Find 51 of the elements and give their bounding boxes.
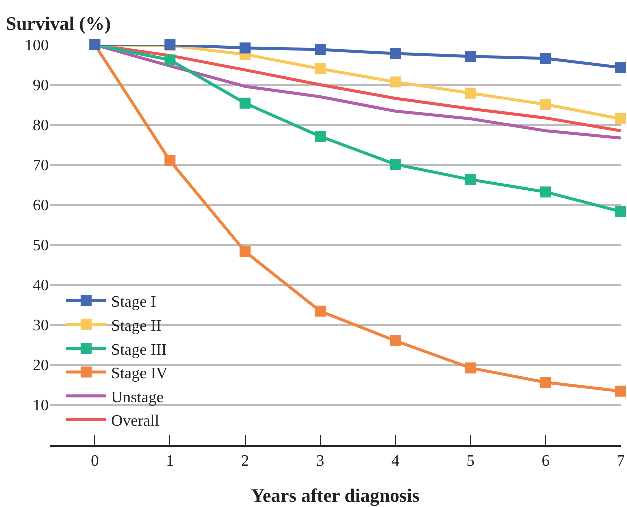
y-tick-label: 30	[33, 318, 49, 335]
point	[240, 246, 251, 258]
point	[540, 377, 552, 388]
y-tick-label: 100	[25, 38, 49, 55]
point	[314, 131, 326, 142]
legend-label: Overall	[111, 413, 160, 430]
point	[314, 306, 326, 317]
legend-label: Stage IV	[111, 366, 168, 383]
x-tick-label: 6	[542, 453, 550, 470]
y-axis-title: Survival (%)	[6, 14, 112, 35]
point	[390, 48, 402, 60]
legend-label: Stage II	[111, 318, 162, 335]
point	[314, 64, 326, 74]
legend-label: Unstage	[111, 389, 164, 406]
point	[390, 336, 402, 346]
point	[390, 159, 402, 170]
x-tick-label: 0	[91, 453, 100, 470]
point	[465, 51, 476, 62]
point	[540, 186, 552, 198]
x-axis-title: Years after diagnosis	[251, 486, 420, 507]
point	[164, 54, 176, 66]
y-tick-label: 90	[33, 78, 49, 95]
x-tick-label: 2	[241, 453, 250, 470]
point	[616, 114, 626, 124]
point	[240, 42, 251, 54]
legend-label: Stage III	[111, 342, 167, 359]
point	[390, 76, 402, 88]
point	[314, 44, 326, 56]
point	[616, 386, 626, 397]
y-tick-label: 40	[33, 278, 49, 295]
legend-label: Stage I	[111, 294, 156, 312]
point	[164, 156, 176, 166]
x-tick-label: 4	[392, 453, 400, 470]
point	[240, 98, 251, 109]
y-tick-label: 20	[33, 358, 49, 375]
x-tick-label: 5	[466, 453, 475, 470]
point	[465, 88, 476, 99]
y-tick-label: 60	[33, 198, 49, 215]
y-tick-label: 80	[33, 118, 49, 135]
point	[540, 53, 552, 64]
point	[616, 206, 626, 218]
x-tick-label: 3	[316, 453, 324, 470]
x-tick-label: 7	[617, 453, 625, 470]
y-tick-label: 70	[33, 158, 49, 175]
x-tick-label: 1	[166, 453, 174, 470]
point	[465, 362, 476, 374]
y-tick-label: 50	[33, 238, 49, 255]
point	[540, 99, 552, 110]
point	[616, 62, 626, 74]
y-tick-label: 10	[33, 398, 49, 415]
point	[465, 174, 476, 186]
